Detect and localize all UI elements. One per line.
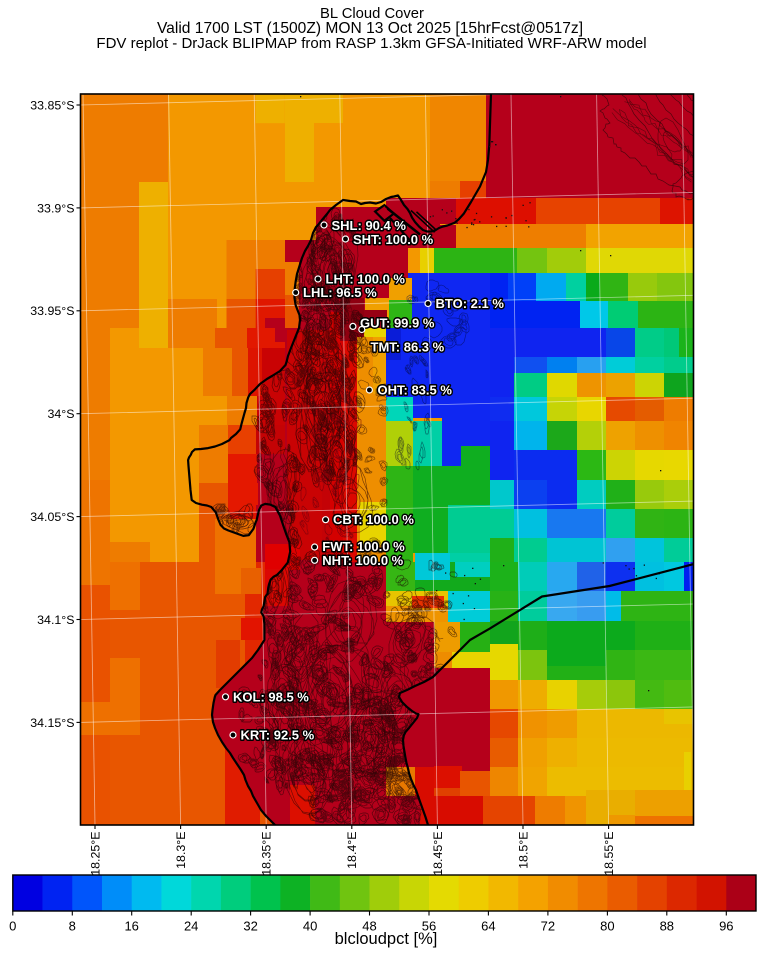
- svg-text:0: 0: [9, 919, 16, 934]
- svg-text:GUT: 99.9 %: GUT: 99.9 %: [360, 316, 435, 331]
- svg-text:33.9°S: 33.9°S: [37, 201, 74, 215]
- svg-text:8: 8: [69, 919, 76, 934]
- svg-text:33.95°S: 33.95°S: [30, 304, 74, 318]
- svg-text:56: 56: [422, 919, 436, 934]
- svg-text:18.3°E: 18.3°E: [174, 832, 188, 869]
- svg-text:64: 64: [481, 919, 495, 934]
- svg-text:40: 40: [303, 919, 317, 934]
- svg-text:34.15°S: 34.15°S: [30, 716, 74, 730]
- svg-text:KRT: 92.5 %: KRT: 92.5 %: [241, 728, 315, 743]
- svg-text:FDV replot - DrJack BLIPMAP fr: FDV replot - DrJack BLIPMAP from RASP 1.…: [96, 35, 646, 52]
- svg-text:34.05°S: 34.05°S: [30, 510, 74, 524]
- svg-text:18.25°E: 18.25°E: [88, 832, 102, 876]
- svg-text:Valid 1700 LST (1500Z) MON 13: Valid 1700 LST (1500Z) MON 13 Oct 2025 […: [157, 20, 583, 37]
- svg-text:24: 24: [184, 919, 198, 934]
- svg-text:18.4°E: 18.4°E: [345, 832, 359, 869]
- svg-text:72: 72: [541, 919, 555, 934]
- svg-text:SHL: 90.4 %: SHL: 90.4 %: [332, 218, 407, 233]
- svg-text:BTO: 2.1 %: BTO: 2.1 %: [436, 296, 505, 311]
- svg-text:KOL: 98.5 %: KOL: 98.5 %: [233, 690, 309, 705]
- svg-text:34.1°S: 34.1°S: [37, 613, 74, 627]
- svg-text:18.5°E: 18.5°E: [516, 832, 530, 869]
- svg-text:18.55°E: 18.55°E: [602, 832, 616, 876]
- svg-text:18.35°E: 18.35°E: [260, 832, 274, 876]
- svg-text:88: 88: [660, 919, 674, 934]
- svg-text:LHT: 100.0 %: LHT: 100.0 %: [326, 272, 406, 287]
- svg-text:18.45°E: 18.45°E: [431, 832, 445, 876]
- svg-text:32: 32: [243, 919, 257, 934]
- svg-text:blcloudpct [%]: blcloudpct [%]: [335, 930, 438, 948]
- svg-text:NHT: 100.0 %: NHT: 100.0 %: [322, 553, 403, 568]
- svg-text:CBT: 100.0 %: CBT: 100.0 %: [333, 512, 414, 527]
- svg-text:34°S: 34°S: [47, 407, 74, 421]
- svg-text:80: 80: [600, 919, 614, 934]
- svg-text:33.85°S: 33.85°S: [30, 98, 74, 112]
- svg-text:48: 48: [362, 919, 376, 934]
- svg-text:LHL: 96.5 %: LHL: 96.5 %: [303, 285, 377, 300]
- svg-text:SHT: 100.0 %: SHT: 100.0 %: [353, 232, 434, 247]
- svg-text:OHT: 83.5 %: OHT: 83.5 %: [378, 383, 453, 398]
- svg-text:TMT: 86.3 %: TMT: 86.3 %: [371, 340, 445, 355]
- svg-text:BL Cloud Cover: BL Cloud Cover: [320, 6, 424, 22]
- svg-text:96: 96: [719, 919, 733, 934]
- svg-text:FWT: 100.0 %: FWT: 100.0 %: [322, 539, 405, 554]
- svg-text:16: 16: [124, 919, 138, 934]
